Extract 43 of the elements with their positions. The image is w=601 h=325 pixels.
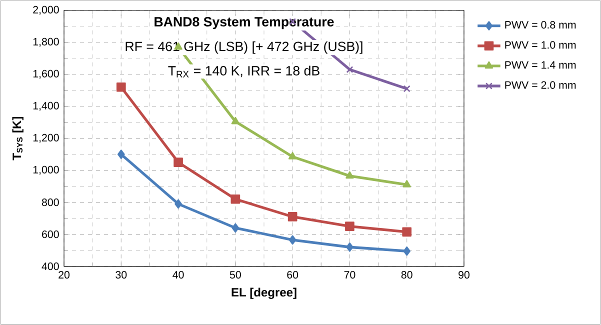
x-tick-label: 30 xyxy=(116,271,127,279)
point xyxy=(345,222,354,231)
point xyxy=(117,150,125,159)
x-tick-label: 80 xyxy=(401,271,412,279)
x-tick-label: 60 xyxy=(287,271,298,279)
point xyxy=(174,199,182,209)
point xyxy=(230,194,240,204)
y-tick-label: 800 xyxy=(42,198,59,206)
point xyxy=(403,246,411,256)
point xyxy=(288,152,297,160)
annotation: T$_{RX}$ = 140 K, IRR = 18 dB xyxy=(168,66,320,78)
legend-label: PWV = 2.0 mm xyxy=(505,81,576,89)
x-axis-title: EL [degree] xyxy=(232,288,296,299)
point xyxy=(402,227,412,237)
point xyxy=(346,242,354,252)
point xyxy=(232,223,240,233)
point xyxy=(402,180,411,188)
point xyxy=(174,158,183,167)
point xyxy=(288,212,298,222)
legend-label: PWV = 1.0 mm xyxy=(505,41,576,49)
y-tick-label: 1,400 xyxy=(33,102,59,111)
y-tick-label: 1,200 xyxy=(33,134,59,143)
y-tick-label: 1,600 xyxy=(33,70,59,79)
point xyxy=(231,116,240,124)
y-tick-label: 1,000 xyxy=(33,166,59,175)
x-tick-label: 70 xyxy=(344,271,356,279)
legend-label: PWV = 1.4 mm xyxy=(505,61,576,69)
y-axis-title: T$_{SYS}$ [K] xyxy=(12,117,24,160)
legend-label: PWV = 0.8 mm xyxy=(505,21,576,29)
y-tick-label: 2,000 xyxy=(33,6,59,15)
point xyxy=(116,82,126,92)
point xyxy=(346,66,354,74)
x-tick-label: 40 xyxy=(172,271,184,279)
x-tick-label: 90 xyxy=(458,271,470,279)
y-tick-label: 1,800 xyxy=(33,38,59,47)
point xyxy=(346,171,354,179)
y-tick-label: 600 xyxy=(42,230,59,238)
chart-title: BAND8 System Temperature xyxy=(154,17,334,30)
x-tick-label: 20 xyxy=(58,271,70,279)
point xyxy=(288,235,296,245)
point xyxy=(403,85,410,92)
y-tick-label: 400 xyxy=(42,262,59,270)
x-tick-label: 50 xyxy=(230,271,241,279)
